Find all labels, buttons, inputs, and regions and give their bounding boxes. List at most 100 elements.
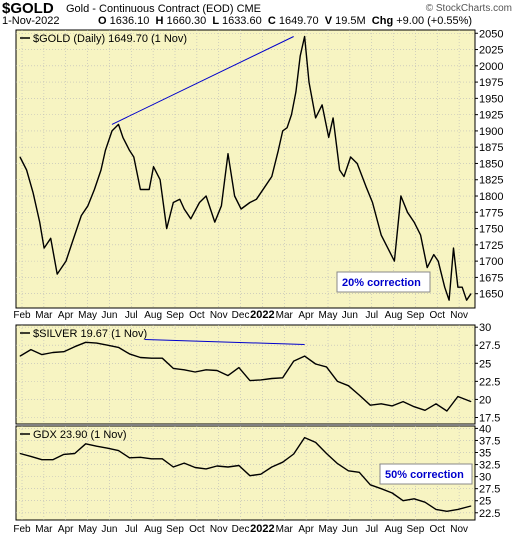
data-point [72,241,73,242]
data-point [350,156,351,158]
data-point [140,189,141,190]
data-point [249,202,251,203]
data-point [448,299,450,301]
data-point [172,367,174,369]
data-point [446,510,448,512]
data-point [94,189,95,190]
data-point [470,505,472,507]
data-point [133,156,135,158]
data-point [358,394,360,396]
x-tick-label: May [319,310,338,321]
data-point [183,462,185,464]
data-point [161,357,163,359]
x-tick-label: Jun [342,524,358,535]
data-point [107,344,108,346]
data-point [234,195,235,197]
x-tick-label: Sep [407,310,425,321]
data-point [435,508,437,510]
y-tick-label: 22.5 [479,376,500,388]
data-point [150,357,152,359]
data-point [304,36,306,37]
data-point [148,189,150,190]
data-point [387,247,389,249]
data-point [326,366,327,368]
x-tick-label: Sep [407,524,425,535]
data-point [183,208,185,210]
data-point [391,492,393,494]
x-tick-label: Dec [232,310,250,321]
data-point [111,130,113,132]
x-tick-label: Aug [144,310,162,321]
symbol-title: $GOLD [2,0,54,17]
ohlc-label-l: L [212,15,222,27]
data-point [420,234,422,236]
y-tick-label: 1850 [479,158,503,170]
ohlc-value-chg: +9.00 (+0.55%) [396,15,473,27]
x-tick-label: Mar [35,310,53,321]
data-point [328,137,330,138]
x-tick-label: Nov [450,310,468,321]
x-tick-label: Feb [13,310,31,321]
data-point [153,166,154,168]
chart-panel-2: 17.5 20 22.5 25 27.5 30 $SILVER 19.67 (1 Nov) [15,322,500,425]
data-point [19,156,21,158]
data-point [74,346,76,348]
x-tick-label: Feb [13,524,31,535]
data-point [63,351,65,353]
data-point [315,117,316,119]
data-point [172,466,174,468]
data-point [413,406,415,408]
data-point [227,153,229,155]
data-point [315,441,316,443]
data-point [249,475,251,477]
data-point [161,458,163,460]
x-tick-label: Oct [189,524,205,535]
data-point [26,169,27,171]
data-point [277,150,279,151]
y-tick-label: 2025 [479,45,503,57]
data-point [39,221,41,223]
data-point [63,454,65,455]
x-tick-label: Jul [125,524,138,535]
symbol-description: Gold - Continuous Contract (EOD) CME [66,3,262,15]
y-tick-label: 1925 [479,110,503,122]
annotation-box [379,463,473,485]
data-point [249,380,251,382]
data-point [30,349,32,350]
data-point [402,401,404,402]
data-point [356,163,358,164]
data-point [52,352,54,353]
data-point [271,378,273,379]
chart-panel-1: 1650 1675 1700 1725 1750 1775 1800 1825 1850 1875… [13,28,503,321]
data-point [96,342,98,344]
data-point [205,468,207,470]
x-tick-label: Mar [276,310,294,321]
data-point [282,377,284,379]
data-point [457,508,459,510]
data-point [214,221,216,223]
data-point [337,380,338,382]
x-tick-label: May [319,524,338,535]
data-point [426,267,428,269]
x-tick-label: Oct [430,310,446,321]
stockcharts-credit: © StockCharts.com [425,3,512,14]
data-point [194,467,196,468]
legend-label: $SILVER 19.67 (1 Nov) [33,328,147,340]
y-tick-label: 2000 [479,61,503,73]
data-point [129,353,130,355]
data-point [343,176,345,177]
x-tick-label: Dec [232,524,250,535]
data-point [107,447,108,449]
data-point [199,202,200,203]
data-point [380,488,382,490]
data-point [271,466,273,468]
x-tick-label: Jun [101,310,117,321]
panel-background [15,29,476,309]
data-point [282,461,284,463]
data-point [256,198,257,200]
data-point [466,299,468,301]
data-point [43,247,45,249]
ohlc-value-h: 1660.30 [166,15,213,27]
ohlc-label-h: H [155,15,167,27]
